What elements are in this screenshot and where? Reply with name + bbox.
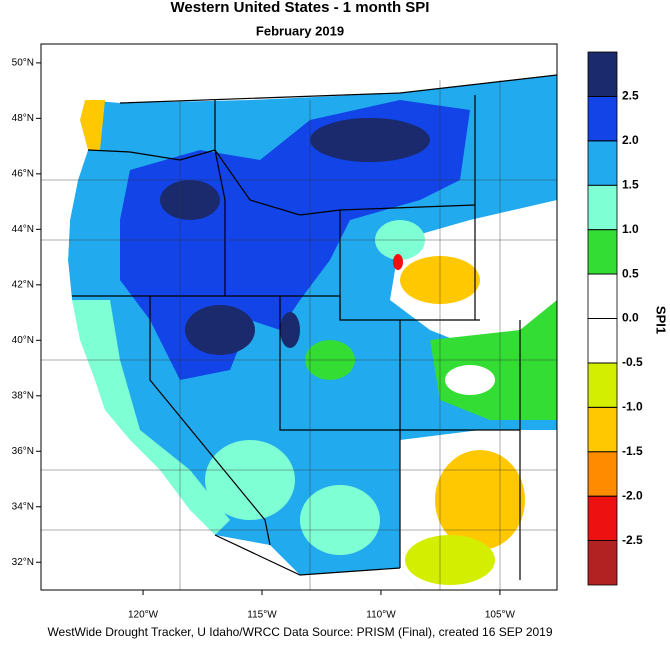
county-lines bbox=[41, 80, 557, 590]
colorbar-label: -0.5 bbox=[622, 355, 643, 369]
lat-label: 48°N bbox=[12, 113, 34, 124]
map-frame bbox=[40, 43, 558, 591]
subtitle: February 2019 bbox=[256, 23, 344, 38]
colorbar-label: -2.0 bbox=[622, 488, 643, 502]
ocean bbox=[41, 44, 235, 590]
colorbar-swatch bbox=[587, 318, 618, 364]
colorbar-label: 0.0 bbox=[622, 311, 639, 325]
colorbar-label: -1.0 bbox=[622, 400, 643, 414]
region bbox=[205, 440, 295, 520]
region bbox=[393, 254, 403, 270]
colorbar-label: -1.5 bbox=[622, 444, 643, 458]
region bbox=[160, 180, 220, 220]
footer: WestWide Drought Tracker, U Idaho/WRCC D… bbox=[47, 625, 552, 639]
colorbar-swatch bbox=[587, 229, 618, 275]
lat-label: 42°N bbox=[12, 279, 34, 290]
colorbar-swatch bbox=[587, 362, 618, 408]
state-lines bbox=[72, 74, 557, 580]
lon-label: 120°W bbox=[128, 610, 159, 621]
colorbar-swatch bbox=[587, 451, 618, 497]
lat-label: 44°N bbox=[12, 224, 34, 235]
colorbar-label: 1.5 bbox=[622, 177, 639, 191]
region bbox=[405, 535, 495, 585]
lat-label: 36°N bbox=[12, 446, 34, 457]
colorbar-label: 2.5 bbox=[622, 89, 639, 103]
colorbar-label: 0.5 bbox=[622, 266, 639, 280]
map-content bbox=[41, 44, 557, 590]
lat-label: 38°N bbox=[12, 390, 34, 401]
colorbar-label: 1.0 bbox=[622, 222, 639, 236]
colorbar-label: 2.0 bbox=[622, 133, 639, 147]
lon-label: 105°W bbox=[485, 610, 516, 621]
lat-label: 50°N bbox=[12, 58, 34, 69]
region bbox=[310, 118, 430, 162]
colorbar: 2.5 2.0 1.5 1.0 0.5 0.0 -0.5 -1.0 -1.5 -2.0 -2.5 bbox=[587, 51, 643, 586]
lon-label: 115°W bbox=[247, 610, 277, 621]
lat-label: 32°N bbox=[12, 557, 34, 568]
title: Western United States - 1 month SPI bbox=[171, 0, 430, 16]
colorbar-swatch bbox=[587, 184, 618, 231]
region bbox=[60, 300, 230, 535]
colorbar-label: -2.5 bbox=[622, 533, 643, 547]
lat-label: 34°N bbox=[12, 501, 34, 512]
colorbar-swatch bbox=[587, 406, 618, 453]
colorbar-swatch bbox=[587, 540, 618, 586]
colorbar-swatch bbox=[587, 495, 618, 541]
lon-label: 110°W bbox=[366, 610, 396, 621]
map: 50°N 48°N 46°N 44°N 42°N 40°N 38°N 36°N 34°N 32°N… bbox=[12, 43, 558, 621]
colorbar-swatch bbox=[587, 96, 618, 142]
lat-label: 40°N bbox=[12, 335, 34, 346]
region bbox=[445, 365, 495, 395]
colorbar-title: SPI1 bbox=[654, 306, 669, 334]
region bbox=[80, 100, 105, 150]
colorbar-swatch bbox=[587, 273, 618, 319]
region bbox=[300, 485, 380, 555]
lat-label: 46°N bbox=[12, 168, 34, 179]
colorbar-swatch bbox=[587, 51, 618, 97]
region bbox=[185, 305, 255, 355]
colorbar-swatch bbox=[587, 140, 618, 186]
region bbox=[435, 450, 525, 550]
region bbox=[280, 312, 300, 348]
